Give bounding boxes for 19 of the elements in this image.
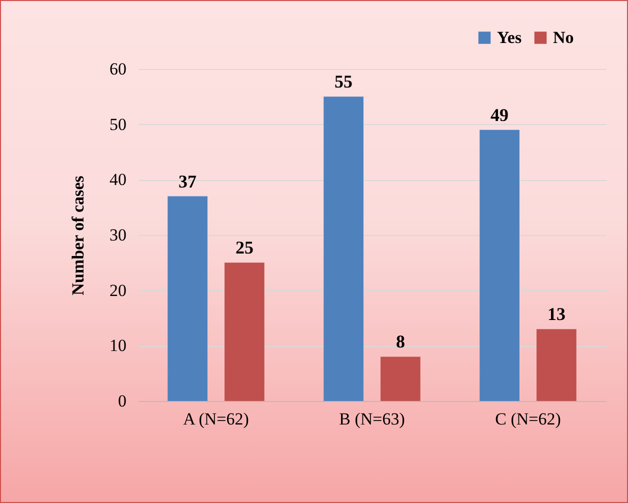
- data-label: 13: [547, 304, 566, 324]
- y-tick-label: 40: [110, 170, 126, 190]
- legend-label: No: [553, 28, 574, 47]
- y-tick-label: 0: [118, 392, 126, 410]
- data-label: 8: [396, 332, 405, 352]
- y-tick-label: 60: [110, 60, 126, 78]
- x-tick-label: B (N=63): [339, 410, 405, 428]
- data-label: 25: [235, 238, 254, 258]
- y-tick-label: 20: [110, 280, 126, 300]
- x-tick-label: C (N=62): [495, 410, 561, 428]
- data-label: 37: [178, 171, 197, 192]
- x-tick-label: A (N=62): [183, 410, 249, 428]
- y-tick-label: 50: [110, 114, 126, 134]
- y-tick-label: 30: [110, 226, 126, 244]
- legend-label: Yes: [497, 28, 522, 47]
- y-tick-label: 10: [110, 336, 126, 356]
- y-axis-title: Number of cases: [68, 175, 88, 296]
- data-label: 49: [490, 104, 509, 125]
- data-label: 55: [334, 72, 353, 92]
